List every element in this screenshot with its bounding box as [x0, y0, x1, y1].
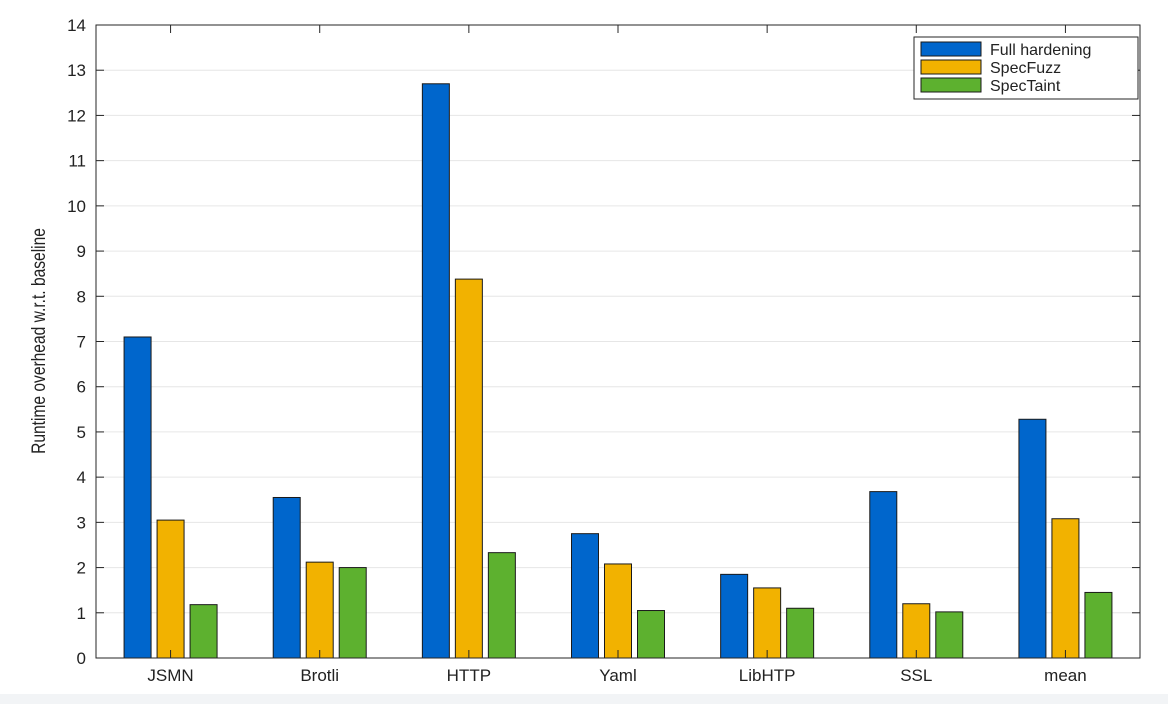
y-tick-label: 6 [77, 378, 86, 397]
y-tick-label: 4 [77, 468, 86, 487]
y-tick-label: 10 [67, 197, 86, 216]
y-tick-label: 8 [77, 287, 86, 306]
x-tick-label: HTTP [447, 666, 491, 685]
bar-spectaint-ssl [935, 611, 964, 659]
x-tick-label: Yaml [599, 666, 636, 685]
bar-specfuzz-http [454, 278, 483, 659]
y-tick-label: 3 [77, 513, 86, 532]
y-tick-label: 11 [68, 152, 86, 171]
bar-spectaint-mean [1084, 591, 1113, 659]
y-tick-label: 7 [77, 333, 86, 352]
bar-full-hardening-yaml [571, 533, 599, 659]
y-tick-label: 9 [77, 242, 86, 261]
legend-swatch [920, 77, 982, 93]
y-tick-label: 5 [77, 423, 86, 442]
bar-full-hardening-libhtp [720, 573, 749, 659]
bars [123, 83, 1113, 659]
legend-swatch [920, 41, 982, 57]
bar-spectaint-libhtp [786, 607, 815, 659]
legend-swatch [920, 59, 982, 75]
x-tick-label: mean [1044, 666, 1087, 685]
bar-specfuzz-brotli [305, 561, 334, 659]
x-tick-label: Brotli [300, 666, 339, 685]
bar-full-hardening-mean [1018, 418, 1047, 659]
legend-label: SpecFuzz [990, 60, 1061, 77]
legend-label: Full hardening [990, 42, 1091, 59]
y-tick-label: 0 [77, 649, 86, 668]
bar-spectaint-http [487, 552, 516, 659]
bar-spectaint-yaml [637, 610, 665, 659]
x-tick-label: JSMN [147, 666, 193, 685]
bottom-strip [0, 694, 1168, 704]
bar-specfuzz-jsmn [156, 519, 185, 659]
y-tick-label: 2 [77, 559, 86, 578]
bar-specfuzz-libhtp [753, 587, 782, 659]
x-tick-label: LibHTP [739, 666, 796, 685]
bar-spectaint-brotli [338, 567, 367, 659]
y-tick-label: 1 [77, 604, 86, 623]
y-tick-label: 14 [67, 16, 86, 35]
x-tick-label: SSL [900, 666, 932, 685]
bar-specfuzz-ssl [902, 603, 931, 659]
y-axis-label: Runtime overhead w.r.t. baseline [28, 228, 50, 454]
bar-full-hardening-ssl [869, 491, 898, 659]
bar-full-hardening-jsmn [123, 336, 152, 659]
y-tick-label: 13 [67, 61, 86, 80]
bar-full-hardening-http [421, 83, 450, 659]
bar-specfuzz-yaml [604, 563, 632, 659]
bar-specfuzz-mean [1051, 518, 1080, 659]
legend-label: SpecTaint [990, 78, 1061, 95]
bar-full-hardening-brotli [272, 496, 301, 659]
y-tick-label: 12 [67, 106, 86, 125]
bar-spectaint-jsmn [189, 604, 218, 659]
